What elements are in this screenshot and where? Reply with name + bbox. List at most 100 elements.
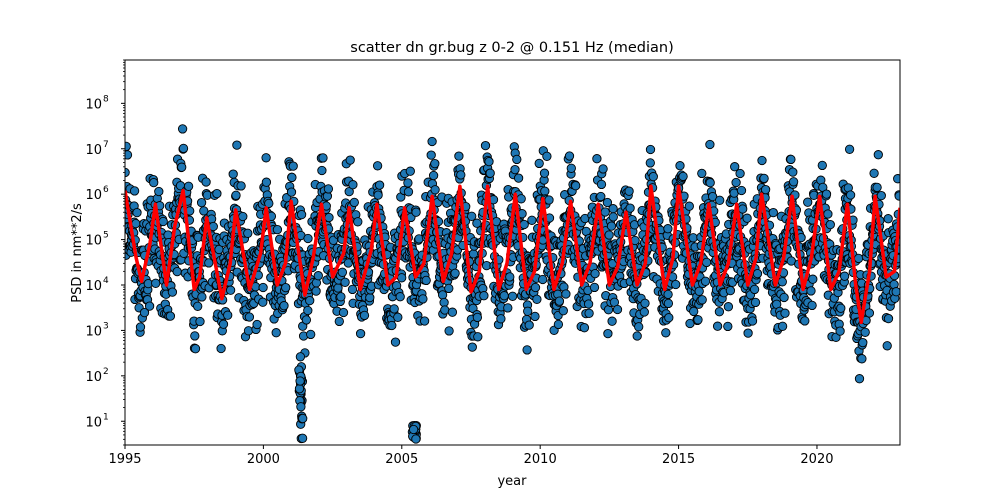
scatter-point — [697, 295, 707, 305]
scatter-point — [232, 140, 242, 150]
scatter-point — [139, 307, 150, 318]
scatter-point — [272, 224, 283, 235]
scatter-point — [712, 321, 723, 331]
scatter-point — [387, 320, 397, 331]
scatter-point — [522, 345, 532, 355]
scatter-point — [663, 298, 674, 309]
scatter-point — [757, 155, 767, 166]
scatter-point — [305, 295, 315, 306]
scatter-point — [612, 304, 623, 315]
y-tick-exponent: 4 — [103, 276, 109, 286]
scatter-point — [516, 194, 526, 204]
scatter-point — [743, 328, 753, 338]
scatter-point — [201, 177, 211, 187]
scatter-point — [561, 289, 571, 299]
scatter-point — [645, 158, 655, 168]
y-tick-exponent: 1 — [103, 412, 109, 422]
scatter-point — [473, 332, 483, 342]
chart-title: scatter dn gr.bug z 0-2 @ 0.151 Hz (medi… — [350, 40, 673, 56]
scatter-point — [340, 277, 350, 287]
scatter-point — [154, 186, 164, 197]
scatter-point — [287, 172, 297, 183]
y-tick-exponent: 6 — [103, 185, 109, 195]
scatter-point — [228, 169, 238, 179]
scatter-point — [355, 328, 366, 339]
scatter-point — [149, 177, 159, 188]
scatter-point — [295, 376, 305, 386]
scatter-point — [530, 282, 541, 293]
scatter-point — [705, 139, 715, 150]
scatter-point — [554, 296, 565, 306]
scatter-point — [803, 197, 813, 207]
scatter-point — [218, 319, 229, 329]
scatter-point — [736, 185, 747, 196]
scatter-point — [750, 297, 761, 308]
scatter-point — [544, 195, 554, 205]
x-tick-label: 2000 — [247, 452, 280, 467]
scatter-point — [723, 302, 734, 312]
scatter-point — [663, 289, 673, 300]
scatter-point — [338, 307, 349, 318]
scatter-point — [632, 331, 642, 341]
scatter-point — [825, 219, 835, 230]
scatter-point — [428, 170, 439, 181]
scatter-point — [279, 301, 289, 311]
scatter-point — [408, 424, 419, 435]
y-tick-label: 10 — [85, 324, 102, 339]
scatter-point — [817, 160, 827, 171]
scatter-point — [345, 155, 355, 165]
scatter-point — [558, 306, 568, 316]
scatter-point — [427, 136, 437, 147]
scatter-point — [715, 195, 725, 205]
scatter-point — [523, 306, 533, 316]
scatter-point — [496, 314, 506, 324]
scatter-point — [389, 304, 399, 314]
scatter-point — [485, 168, 495, 178]
scatter-point — [196, 197, 207, 208]
scatter-point — [456, 170, 466, 180]
scatter-point — [503, 303, 513, 313]
scatter-point — [808, 274, 818, 284]
scatter-point — [223, 310, 233, 320]
scatter-point — [125, 150, 133, 160]
scatter-point — [705, 178, 715, 188]
y-tick-label: 10 — [85, 415, 102, 430]
scatter-point — [440, 305, 450, 315]
scatter-point — [405, 166, 415, 176]
scatter-point — [298, 413, 308, 424]
scatter-point — [333, 283, 343, 293]
scatter-point — [694, 286, 704, 296]
scatter-point — [437, 290, 448, 300]
scatter-point — [742, 213, 752, 223]
scatter-point — [243, 228, 253, 238]
scatter-point — [604, 230, 614, 240]
scatter-point — [499, 291, 509, 301]
scatter-point — [236, 181, 246, 191]
scatter-point — [645, 144, 656, 155]
scatter-point — [853, 253, 864, 264]
scatter-point — [135, 322, 146, 332]
scatter-point — [311, 286, 321, 296]
scatter-point — [306, 329, 316, 340]
scatter-point — [177, 124, 188, 134]
scatter-point — [571, 181, 581, 191]
scatter-point — [693, 315, 703, 325]
scatter-point — [297, 433, 308, 443]
scatter-point — [836, 303, 846, 313]
scatter-point — [807, 300, 817, 311]
scatter-point — [788, 167, 798, 177]
scatter-point — [689, 306, 699, 317]
scatter-point — [183, 181, 194, 191]
scatter-point — [190, 344, 201, 354]
scatter-point — [731, 177, 741, 188]
scatter-point — [444, 283, 454, 294]
scatter-point — [472, 218, 482, 228]
scatter-point — [403, 187, 414, 197]
scatter-point — [589, 282, 600, 293]
plot-frame — [124, 59, 901, 446]
scatter-point — [225, 285, 236, 295]
scatter-point — [510, 164, 520, 175]
scatter-point — [513, 173, 524, 183]
scatter-point — [780, 308, 790, 318]
